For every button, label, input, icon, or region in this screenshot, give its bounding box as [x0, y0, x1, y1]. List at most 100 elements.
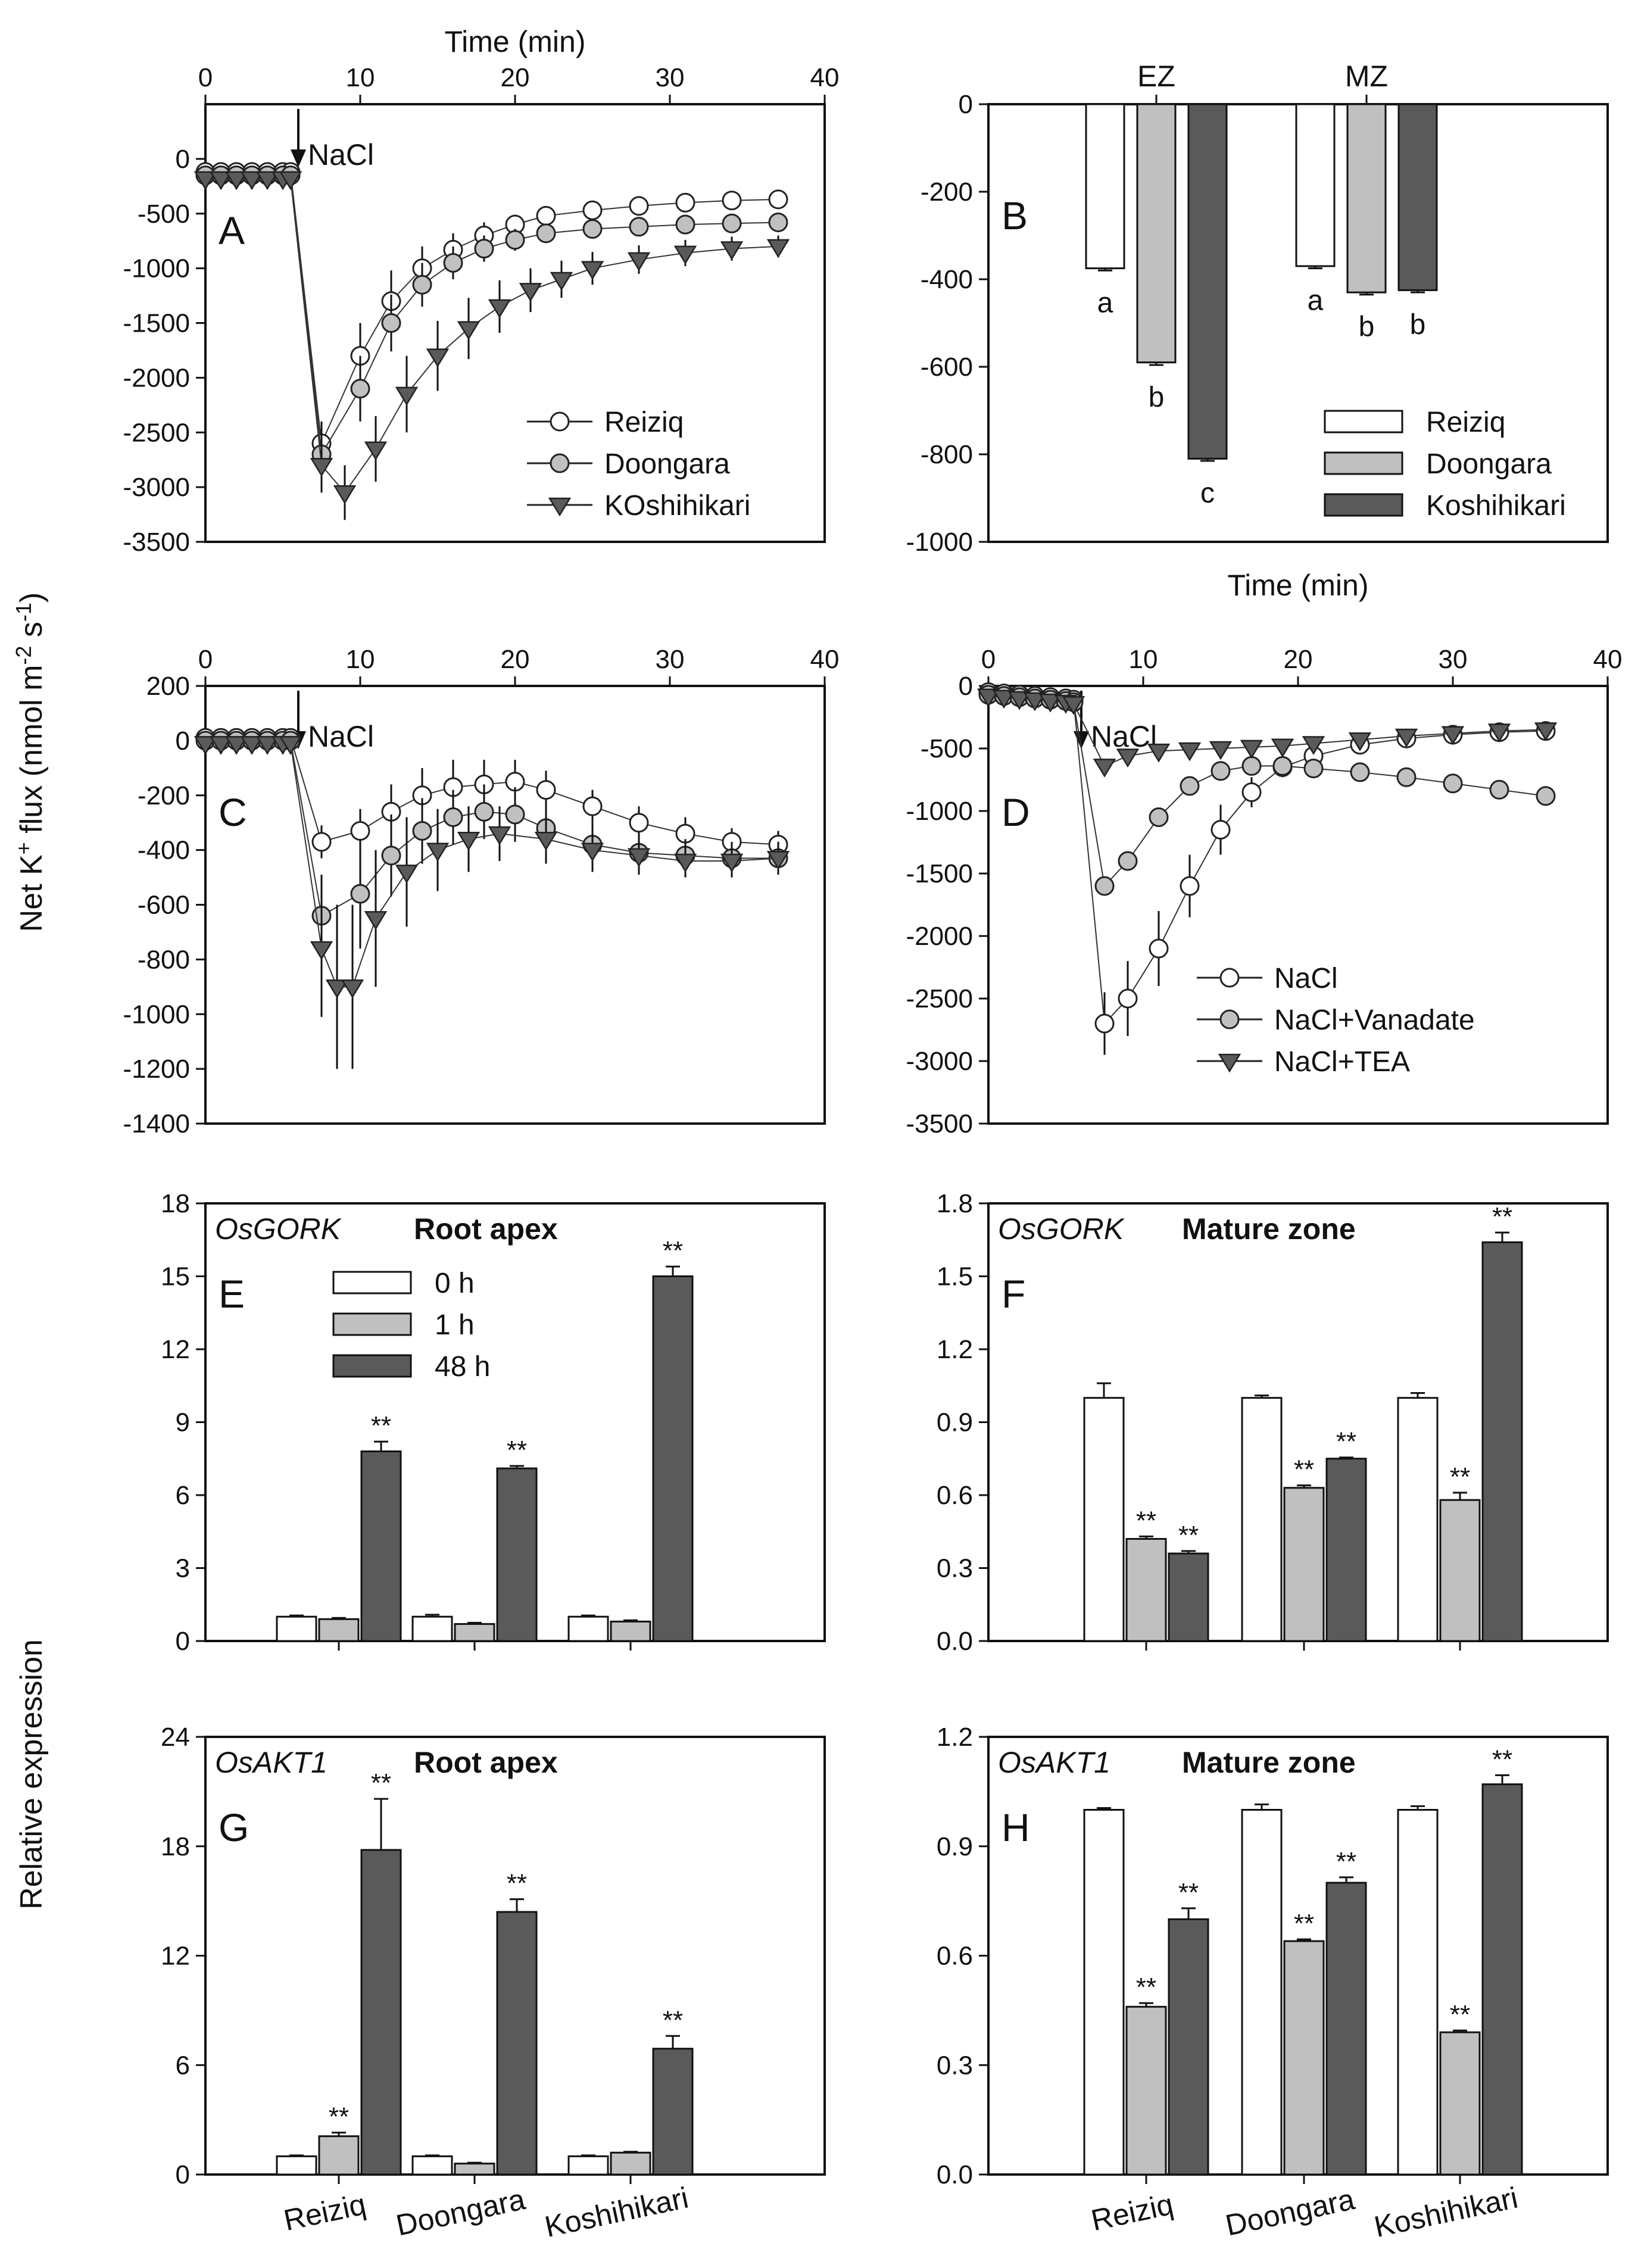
significance-stars: **: [1136, 1973, 1156, 2002]
bar: [1241, 1397, 1283, 1642]
panel-letter: G: [219, 1805, 249, 1849]
data-point: [350, 821, 370, 841]
panel-letter: F: [1002, 1272, 1025, 1316]
y-tick-label: -500: [138, 199, 190, 229]
data-point: [1038, 693, 1062, 713]
panel-a: 0 10 20 30 40 0 -500 -1000 -1500 -2000 -2500 -3000 -…: [123, 25, 839, 557]
y-tick-label: 9: [176, 1408, 190, 1437]
series-line: [205, 174, 779, 457]
data-point: [722, 213, 742, 233]
significance-stars: **: [1294, 1909, 1314, 1938]
y-tick-label: -2500: [123, 418, 190, 447]
data-point: [364, 441, 388, 461]
gene-name: OsAKT1: [998, 1746, 1110, 1779]
y-tick-label: 1.2: [937, 1723, 973, 1752]
y-tick-label: -3000: [123, 473, 190, 502]
legend-marker: [1218, 1053, 1241, 1073]
y-tick-label: -1000: [123, 1000, 190, 1029]
panel-title: Mature zone: [1182, 1746, 1356, 1779]
bar: [1397, 1809, 1439, 2176]
data-point: [310, 458, 333, 477]
series-1: [978, 685, 1556, 896]
data-point: [350, 379, 370, 399]
data-point: [1441, 726, 1465, 745]
data-point: [627, 252, 651, 272]
data-point: [1350, 762, 1370, 782]
panel-title: Root apex: [414, 1212, 558, 1246]
y-tick-label: 1.2: [937, 1335, 973, 1364]
y-tick-label: -3000: [906, 1047, 973, 1076]
bar: [411, 2155, 453, 2176]
significance-stars: **: [663, 2005, 683, 2035]
bar: [1136, 103, 1177, 364]
data-point: [333, 485, 357, 504]
data-point: [1272, 756, 1293, 776]
data-point: [1396, 767, 1417, 787]
y-tick-label: 18: [161, 1189, 190, 1218]
bar: [1168, 1918, 1209, 2176]
legend-label: Koshihikari: [1426, 490, 1566, 522]
x-tick-label: 0: [981, 645, 996, 674]
y-tick-label: -1500: [123, 309, 190, 338]
data-point: [675, 192, 695, 213]
y-tick-label: -200: [138, 781, 190, 810]
y-tick-label: 12: [161, 1942, 190, 1971]
y-tick-label: -1000: [123, 254, 190, 283]
legend-label: KOshihikari: [604, 490, 750, 522]
data-point: [1303, 759, 1324, 779]
bar: [276, 2155, 317, 2176]
legend-swatch: [332, 1354, 412, 1378]
y-tick-label: -2500: [906, 984, 973, 1013]
legend-marker: [548, 497, 572, 517]
data-point: [443, 807, 463, 827]
bar: [1481, 1241, 1523, 1642]
legend-label: Reiziq: [604, 407, 684, 438]
x-category-label: Doongara: [393, 2182, 528, 2242]
y-tick-label: 0.6: [937, 1942, 973, 1971]
legend-swatch: [332, 1312, 412, 1336]
y-tick-label: -600: [138, 891, 190, 920]
bar: [1187, 103, 1228, 460]
y-tick-label: 6: [176, 2051, 190, 2080]
x-tick-label: 20: [501, 63, 530, 92]
data-point: [768, 189, 788, 210]
panel-c: 0 10 20 30 40 200 0 -200 -400 -600 -800 -1000 -1200 -…: [123, 645, 839, 1138]
bar: [360, 1849, 402, 2176]
data-point: [582, 200, 603, 220]
data-point: [720, 853, 744, 873]
y-tick-label: 0.9: [937, 1408, 973, 1437]
panel-letter: E: [219, 1272, 245, 1316]
data-point: [722, 191, 742, 211]
legend-label: NaCl: [1274, 963, 1338, 994]
legend-swatch: [1324, 451, 1403, 475]
y-tick-label: 0.0: [937, 2160, 973, 2189]
legend-marker: [550, 411, 570, 432]
x-axis-title: Time (min): [1227, 569, 1368, 602]
data-point: [457, 321, 481, 341]
bar: [1439, 1499, 1481, 1642]
bar: [1439, 2031, 1481, 2176]
data-point: [474, 239, 494, 259]
data-point: [240, 171, 264, 191]
data-point: [341, 979, 364, 999]
panel-letter: H: [1002, 1805, 1030, 1849]
significance-stars: **: [507, 1869, 527, 1898]
significance-stars: **: [1336, 1847, 1356, 1876]
data-point: [443, 252, 463, 273]
y-tick-label: -2000: [906, 922, 973, 951]
data-point: [1149, 807, 1169, 827]
data-point: [1118, 851, 1138, 871]
y-tick-label: -600: [921, 352, 973, 382]
bar: [1283, 1487, 1325, 1642]
x-category-label: Doongara: [1222, 2182, 1358, 2242]
x-category-label: Koshihikari: [542, 2181, 691, 2244]
legend-label: Reiziq: [1426, 407, 1505, 438]
x-tick-label: 30: [656, 63, 685, 92]
bar: [454, 2163, 495, 2176]
y-tick-label: -2000: [123, 363, 190, 392]
data-point: [629, 196, 649, 216]
legend-marker: [1219, 1009, 1240, 1030]
data-point: [1147, 743, 1171, 763]
bar: [1295, 103, 1336, 267]
